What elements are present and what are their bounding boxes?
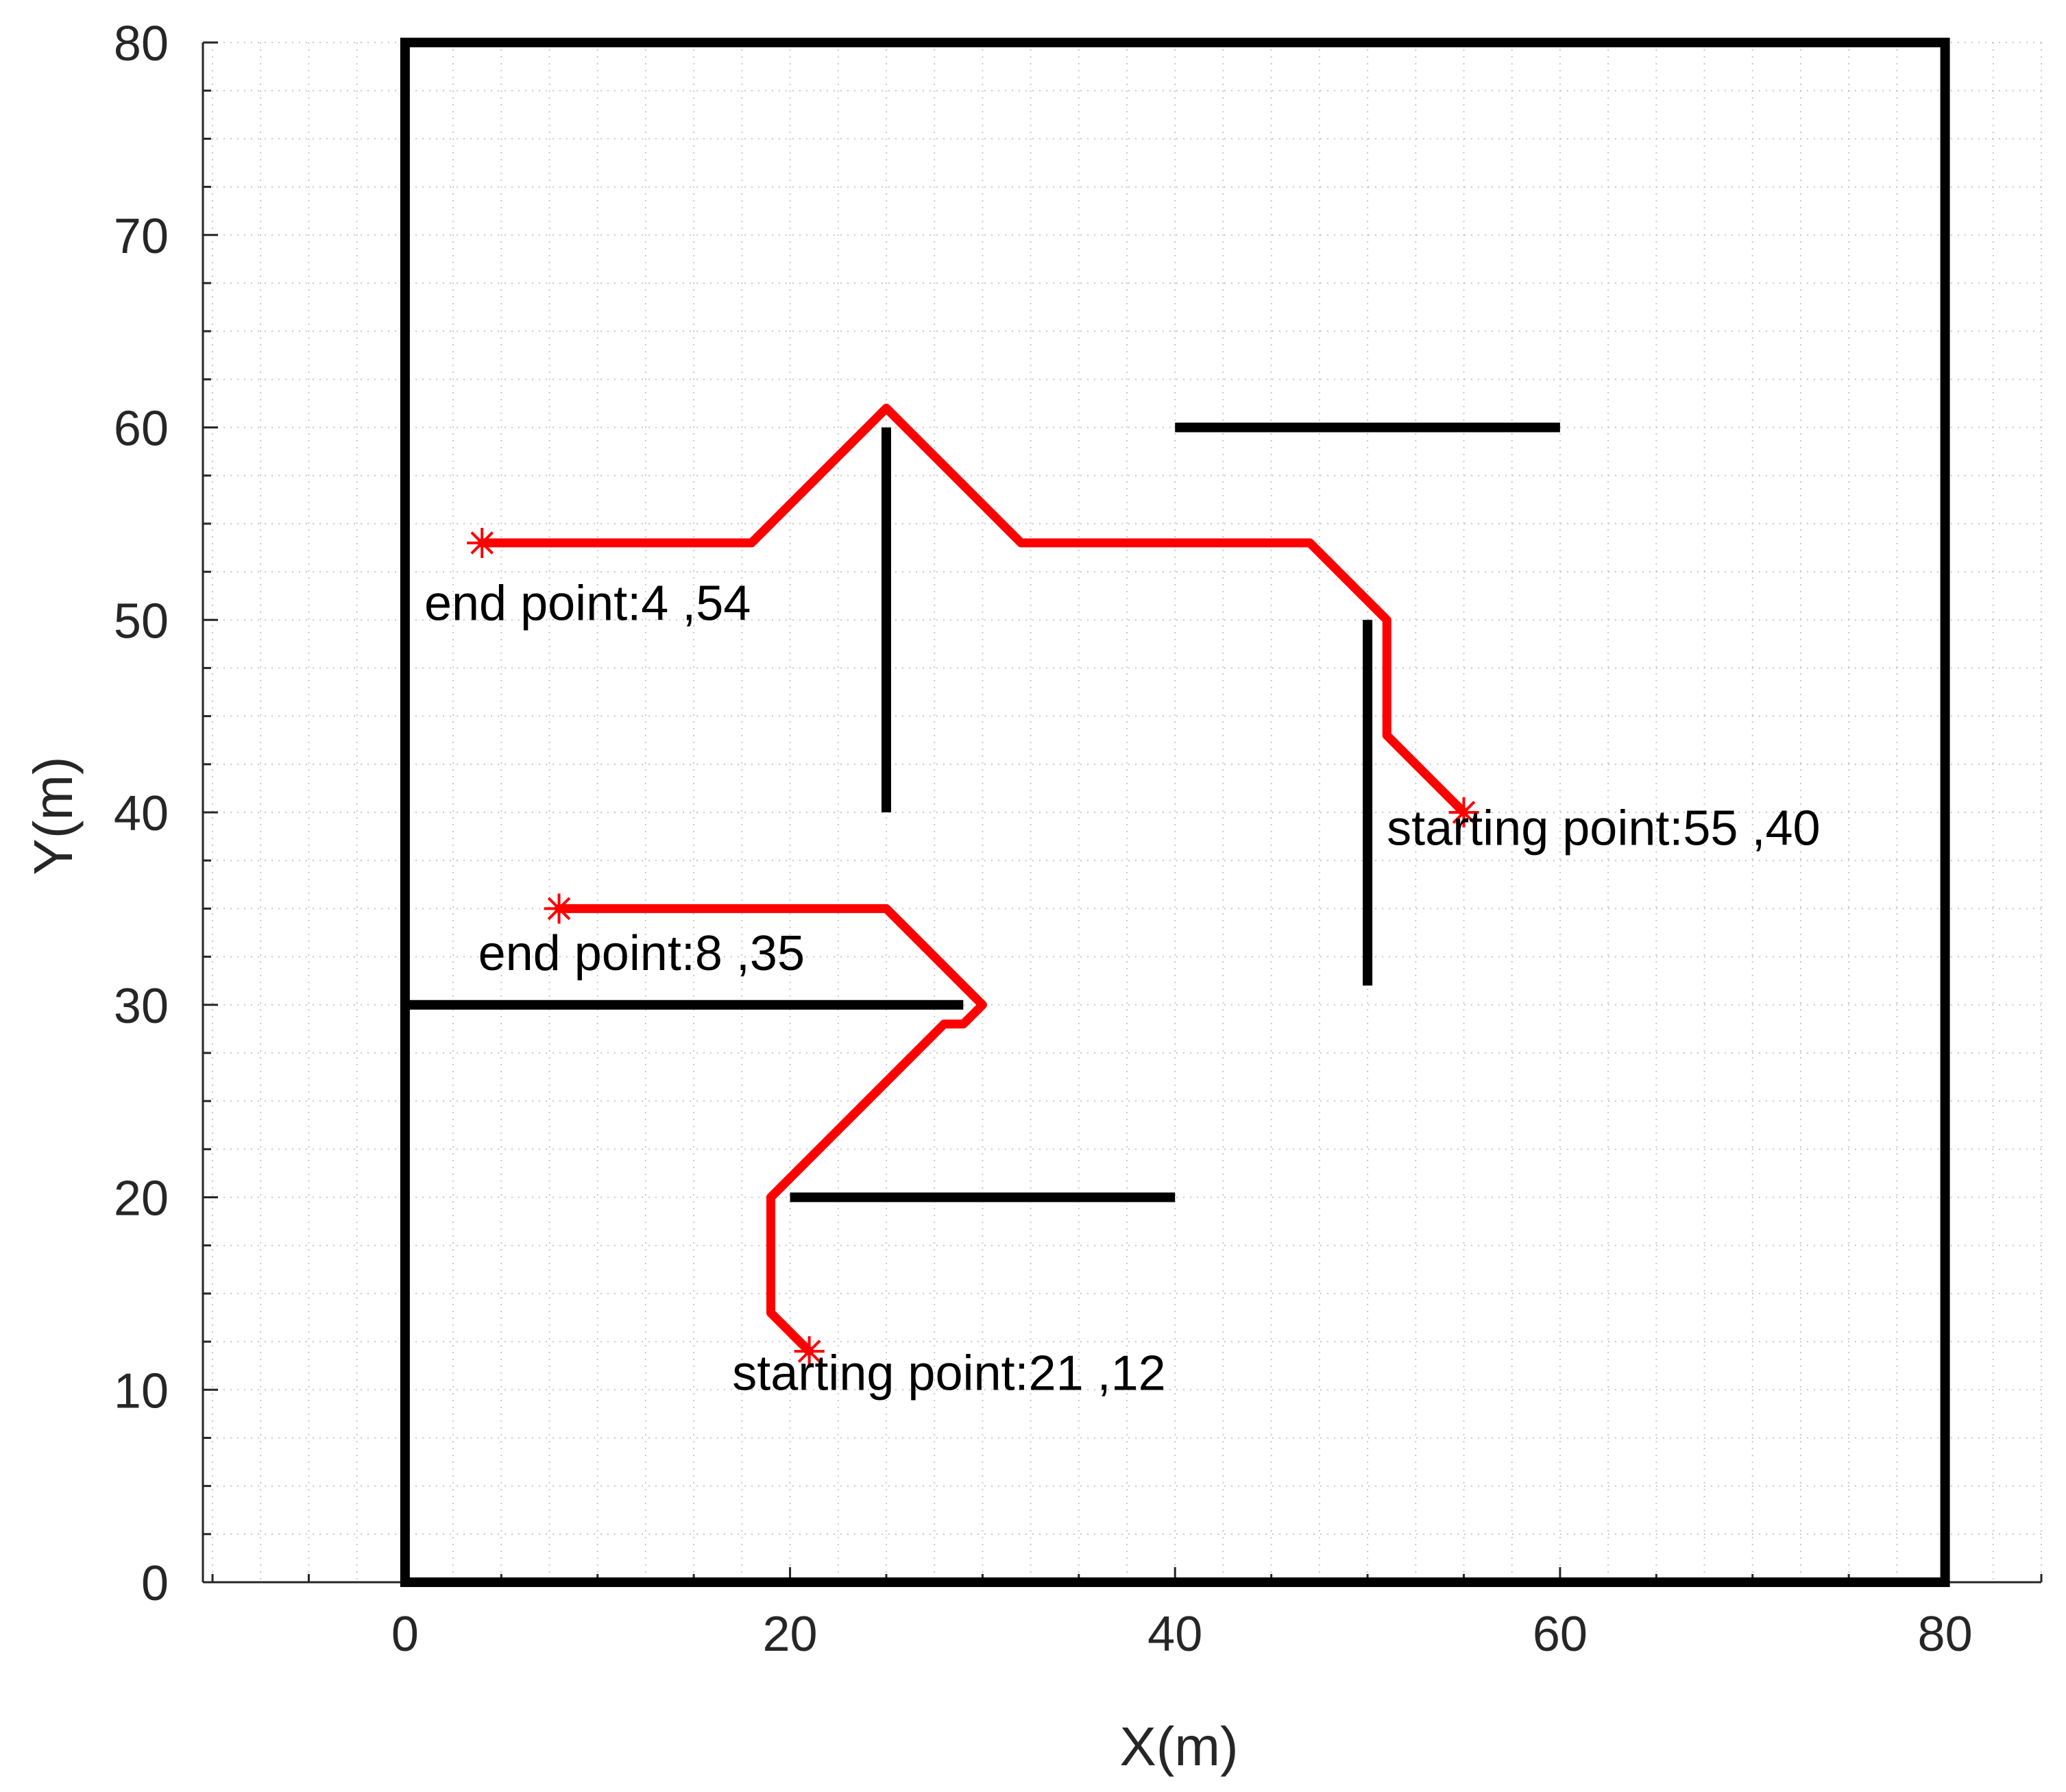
y-tick-label: 70	[114, 209, 169, 264]
y-tick-label: 0	[141, 1556, 169, 1611]
path-line	[555, 904, 987, 1356]
x-tick-label: 60	[1533, 1607, 1588, 1662]
path-line	[477, 403, 1468, 817]
x-tick-label: 0	[391, 1607, 419, 1662]
point-annotation: starting point:55 ,40	[1387, 801, 1820, 856]
point-annotation: end point:8 ,35	[478, 926, 805, 981]
marker-stroke	[797, 1340, 821, 1363]
x-tick-label: 40	[1147, 1607, 1202, 1662]
walls	[400, 38, 1950, 1587]
grid	[203, 42, 2042, 1583]
end-marker	[544, 893, 574, 924]
y-axis-label: Y(m)	[23, 756, 84, 875]
marker-stroke	[1452, 801, 1476, 824]
y-tick-label: 10	[114, 1364, 169, 1418]
y-tick-label: 20	[114, 1172, 169, 1226]
ticks: 0 20 40 60 80 0 10 20 30 40 50 60 70 80	[114, 16, 2043, 1662]
point-annotation: starting point:21 ,12	[732, 1346, 1165, 1401]
y-tick-label: 50	[114, 594, 169, 649]
x-tick-label: 20	[763, 1607, 818, 1662]
labels: end point:4 ,54 starting point:55 ,40 end …	[424, 576, 1821, 1401]
markers	[467, 527, 1479, 1367]
start-marker	[794, 1336, 825, 1367]
y-tick-label: 80	[114, 16, 169, 71]
end-marker	[467, 527, 498, 558]
start-marker	[1448, 797, 1479, 827]
boundary-wall	[400, 38, 1950, 1587]
y-tick-label: 30	[114, 979, 169, 1034]
marker-stroke	[547, 897, 571, 921]
paths	[477, 403, 1468, 1356]
y-tick-label: 60	[114, 402, 169, 457]
x-axis-label: X(m)	[1119, 1716, 1238, 1777]
x-tick-label: 80	[1918, 1607, 1973, 1662]
point-annotation: end point:4 ,54	[424, 576, 751, 631]
marker-stroke	[470, 531, 494, 555]
y-tick-label: 40	[114, 786, 169, 841]
